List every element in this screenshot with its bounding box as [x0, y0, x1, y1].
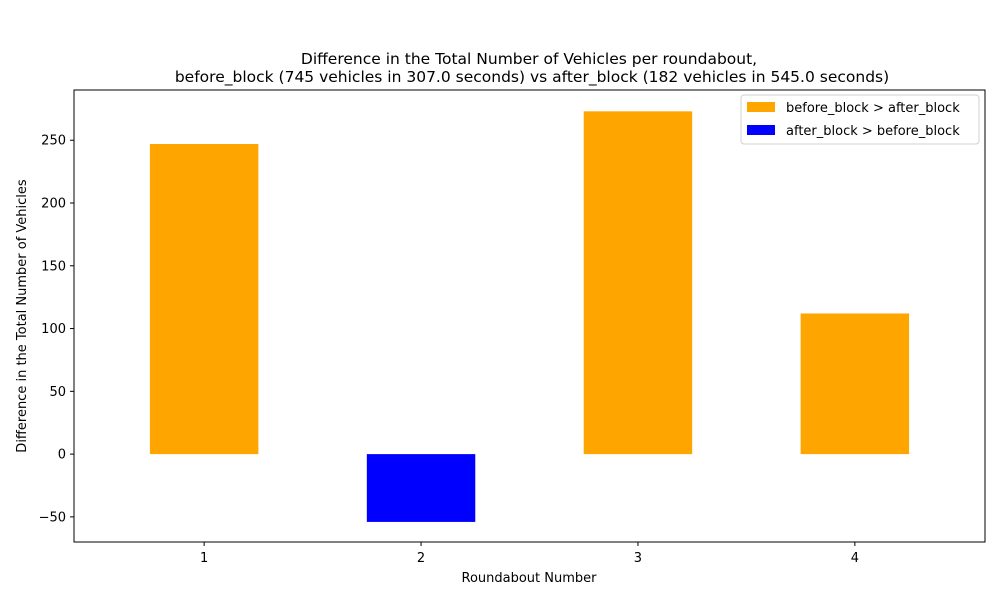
- bars-layer: [149, 111, 910, 522]
- bar-roundabout-4: [800, 313, 910, 455]
- legend-frame: [740, 94, 980, 145]
- y-tick-label: −50: [39, 510, 66, 525]
- y-tick-label: 0: [58, 448, 66, 463]
- y-tick-label: 250: [41, 134, 66, 149]
- legend-swatch-after-greater: [747, 125, 775, 135]
- chart-title: Difference in the Total Number of Vehicl…: [175, 50, 889, 87]
- chart-title-line-1: Difference in the Total Number of Vehicl…: [301, 50, 757, 68]
- x-tick-label: 3: [634, 551, 642, 566]
- x-tick-label: 4: [851, 551, 859, 566]
- y-tick-label: 200: [41, 197, 66, 212]
- legend-swatch-before-greater: [747, 102, 775, 112]
- x-tick-label: 2: [417, 551, 425, 566]
- chart-title-line-2: before_block (745 vehicles in 307.0 seco…: [175, 68, 889, 87]
- bar-roundabout-2: [366, 454, 476, 522]
- bar-roundabout-3: [583, 111, 693, 455]
- x-tick-label: 1: [200, 551, 208, 566]
- y-axis-label: Difference in the Total Number of Vehicl…: [15, 179, 30, 453]
- legend-label-after-greater: after_block > before_block: [786, 124, 960, 139]
- y-tick-label: 100: [41, 322, 66, 337]
- legend-label-before-greater: before_block > after_block: [786, 101, 960, 116]
- x-axis-ticks: 1 2 3 4: [200, 542, 859, 566]
- plot-area-frame: [73, 89, 986, 543]
- bar-roundabout-1: [149, 143, 259, 455]
- y-axis-ticks: −50 0 50 100 150 200 250: [39, 134, 74, 525]
- x-axis-label: Roundabout Number: [462, 571, 598, 586]
- chart-legend: before_block > after_block after_block >…: [740, 94, 980, 145]
- y-tick-label: 150: [41, 259, 66, 274]
- y-tick-label: 50: [49, 385, 66, 400]
